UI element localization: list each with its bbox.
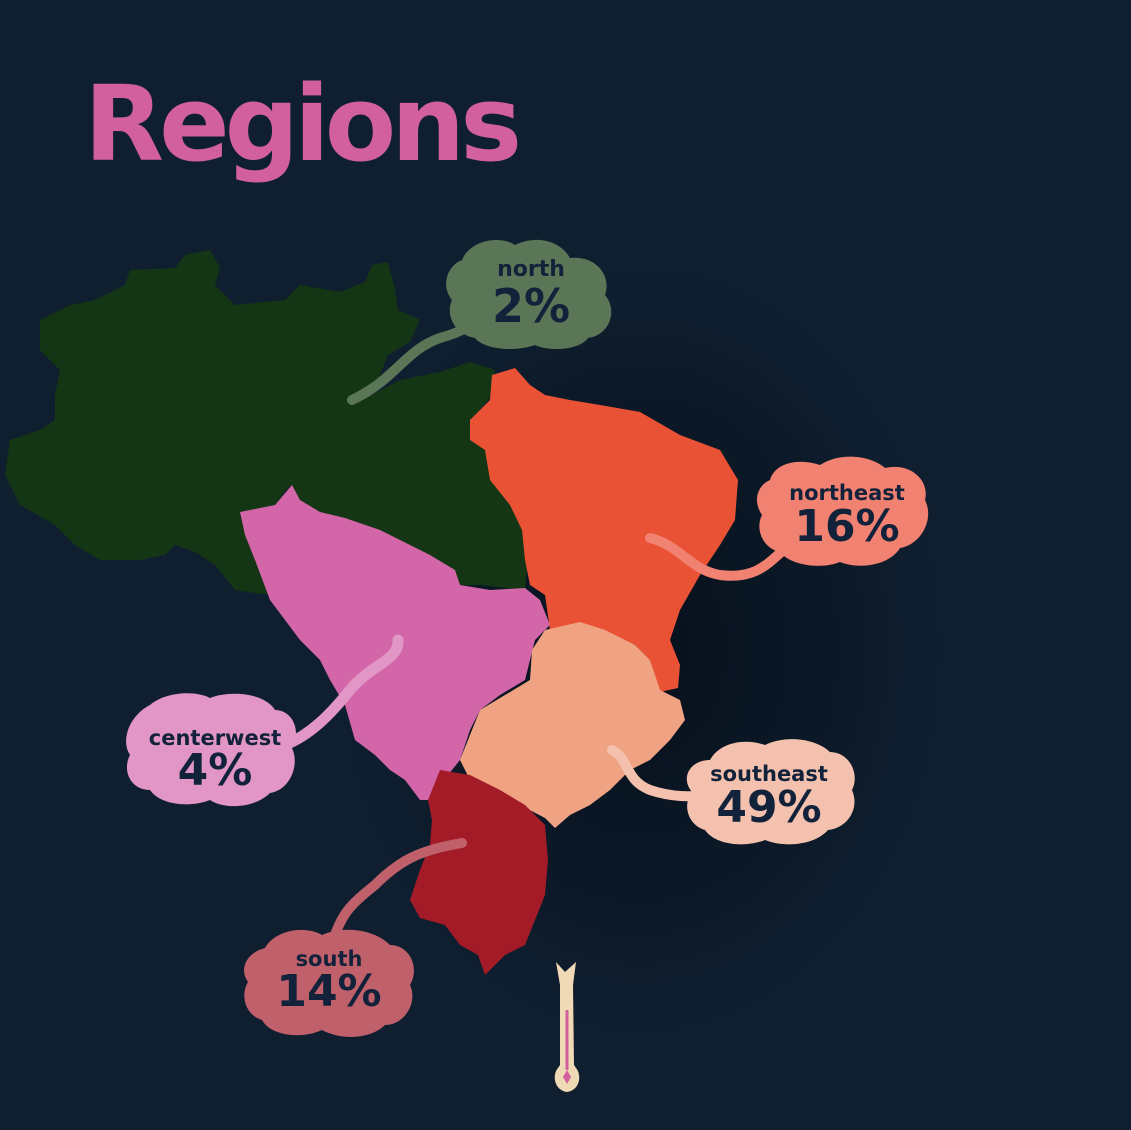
centerwest-name-label: centerwest xyxy=(149,726,281,750)
south-name-label: south xyxy=(296,947,363,971)
south-connector xyxy=(327,838,467,950)
region-north xyxy=(5,250,528,595)
centerwest-connector xyxy=(279,634,404,751)
southeast-bubble xyxy=(686,739,855,845)
north-name-label: north xyxy=(497,257,565,282)
region-southeast xyxy=(460,622,685,828)
northeast-share-label: 16% xyxy=(794,501,899,552)
north-share-label: 2% xyxy=(492,279,570,333)
southeast-name-label: southeast xyxy=(710,762,828,786)
north-bubble xyxy=(446,239,612,350)
centerwest-bubble xyxy=(126,693,296,807)
south-bubble xyxy=(244,929,414,1037)
centerwest-share-label: 4% xyxy=(178,745,253,796)
northeast-bubble xyxy=(756,456,929,566)
region-northeast xyxy=(470,368,738,692)
northeast-name-label: northeast xyxy=(789,481,905,505)
northeast-connector xyxy=(645,533,800,581)
region-south xyxy=(410,770,548,975)
southeast-share-label: 49% xyxy=(716,782,821,833)
south-share-label: 14% xyxy=(276,966,381,1017)
page-title: Regions xyxy=(84,63,522,185)
thermometer-icon xyxy=(554,962,580,1092)
